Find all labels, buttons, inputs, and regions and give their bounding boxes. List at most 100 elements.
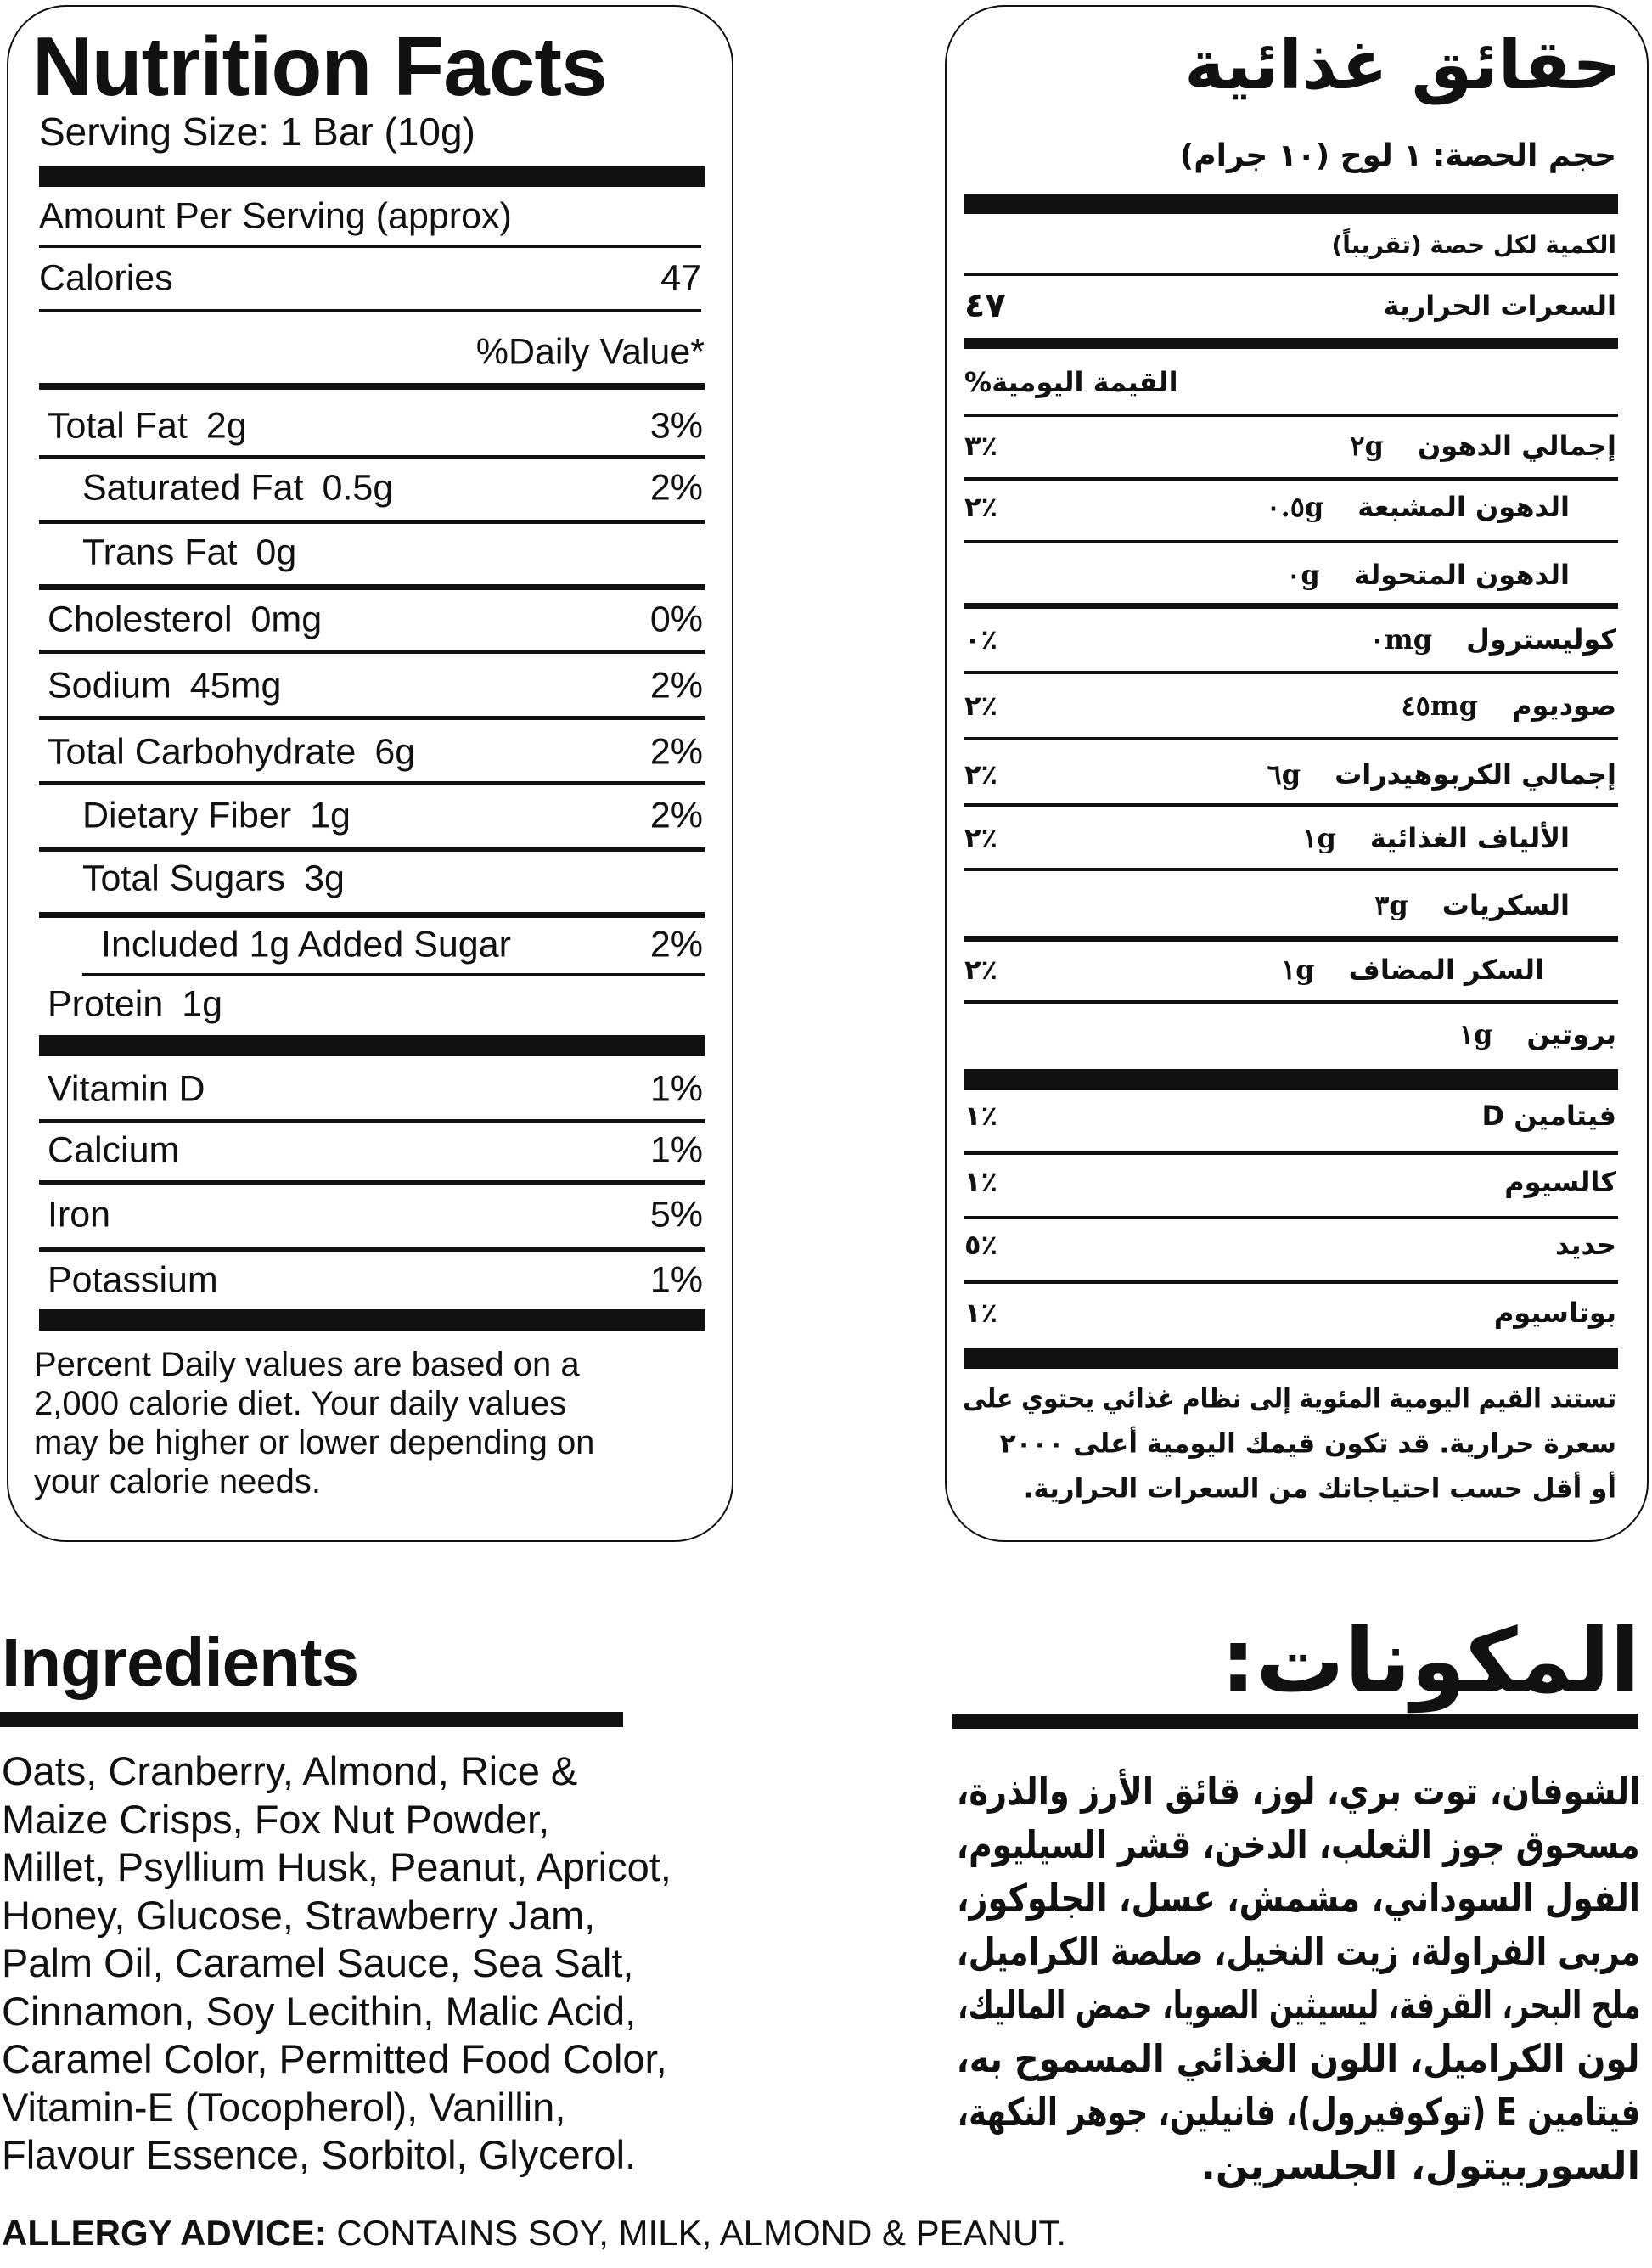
nutrition-facts-panel-arabic xyxy=(945,5,1649,1542)
ingredients-divider-arabic xyxy=(952,1714,1638,1729)
nutrient-amount-arabic: ٠g xyxy=(1286,559,1320,591)
nutrient-amount-arabic: ٤٥mg xyxy=(1401,689,1479,722)
ingredient-line-arabic: مسحوق جوز الثعلب، الدخن، قشر السيليوم، xyxy=(957,1822,1640,1867)
ingredients-title-arabic: المكونات: xyxy=(1220,1609,1640,1713)
nutrient-daily-value-arabic: ٢٪ xyxy=(964,689,998,722)
vitamin-daily-value: 1% xyxy=(649,1129,703,1171)
calories-value: 47 xyxy=(660,257,701,299)
nutrient-name: Included 1g Added Sugar xyxy=(101,924,511,965)
divider-line xyxy=(82,973,705,976)
ingredient-line: Honey, Glucose, Strawberry Jam, xyxy=(2,1892,596,1938)
ingredient-line-arabic: لون الكراميل، اللون الغذائي المسموح به، xyxy=(957,2036,1640,2081)
vitamin-daily-value: 5% xyxy=(649,1194,703,1235)
nutrient-name: Total Carbohydrate xyxy=(48,731,357,773)
nutrient-row-label: Total Sugars 3g xyxy=(82,860,345,898)
divider-line xyxy=(964,477,1618,481)
nutrient-name-arabic: صوديوم xyxy=(1512,689,1616,722)
nutrient-amount: 45mg xyxy=(189,665,282,706)
nutrient-name-arabic: كوليسترول xyxy=(1466,623,1616,656)
ingredients-list-arabic: الشوفان، توت بري، لوز، قائق الأرز والذرة… xyxy=(952,1764,1640,2192)
divider-line xyxy=(39,781,705,785)
nutrient-daily-value-arabic: ٢٪ xyxy=(964,758,998,791)
nutrient-amount: 0mg xyxy=(250,599,323,640)
divider-line xyxy=(39,245,701,248)
nutrient-row-label: Included 1g Added Sugar xyxy=(101,924,530,965)
nutrient-amount-arabic: ١g xyxy=(1281,954,1315,986)
allergy-label: ALLERGY ADVICE: xyxy=(2,2213,327,2253)
ingredient-line: Millet, Psyllium Husk, Peanut, Apricot, xyxy=(2,1844,671,1889)
ingredient-line-arabic: مربى الفراولة، زيت النخيل، صلصة الكراميل… xyxy=(956,1929,1640,1974)
nutrient-amount-arabic: ٠mg xyxy=(1369,623,1433,656)
thick-divider xyxy=(964,194,1618,214)
footnote-line: may be higher or lower depending on xyxy=(34,1424,595,1461)
nutrient-daily-value: 2% xyxy=(649,731,703,773)
nutrient-row-label: Trans Fat 0g xyxy=(82,532,297,573)
vitamin-daily-value-arabic: ١٪ xyxy=(964,1100,998,1132)
nutrient-daily-value: 0% xyxy=(649,599,703,640)
divider-line xyxy=(39,650,705,654)
vitamin-name: Vitamin D xyxy=(48,1068,205,1110)
nutrition-facts-panel-english xyxy=(7,5,733,1542)
ingredient-line-arabic: الشوفان، توت بري، لوز، قائق الأرز والذرة… xyxy=(956,1769,1640,1814)
nutrient-name: Cholesterol xyxy=(48,599,233,640)
ingredient-line: Vitamin-E (Tocopherol), Vanillin, xyxy=(2,2084,566,2130)
divider-line xyxy=(964,540,1618,543)
nutrient-name-arabic: بروتين xyxy=(1526,1018,1616,1050)
nutrient-row-arabic: الألياف الغذائية ١g xyxy=(1302,824,1570,852)
vitamin-name-arabic: كالسيوم xyxy=(1504,1166,1616,1198)
ingredients-title: Ingredients xyxy=(2,1624,359,1700)
nutrient-row-label: Total Carbohydrate 6g xyxy=(48,734,415,771)
nutrient-amount-arabic: ٦g xyxy=(1267,758,1301,791)
ingredients-list-english: Oats, Cranberry, Almond, Rice & Maize Cri… xyxy=(2,1747,706,2180)
nutrient-row-label: Saturated Fat 0.5g xyxy=(82,470,393,507)
ingredient-line: Cinnamon, Soy Lecithin, Malic Acid, xyxy=(2,1988,637,2034)
footnote-line-arabic: تستند القيم اليومية المئوية إلى نظام غذا… xyxy=(962,1383,1616,1415)
nutrient-name-arabic: إجمالي الدهون xyxy=(1417,430,1616,462)
divider-line xyxy=(39,1180,705,1185)
nutrient-row-label: Protein 1g xyxy=(48,986,222,1023)
footnote-line: your calorie needs. xyxy=(34,1463,321,1500)
ingredient-line: Oats, Cranberry, Almond, Rice & xyxy=(2,1748,578,1793)
divider-line xyxy=(39,584,705,590)
nutrient-row-arabic: صوديوم ٤٥mg xyxy=(1401,692,1616,719)
nutrient-name-arabic: السكريات xyxy=(1441,889,1570,921)
nutrient-row-label: Total Fat 2g xyxy=(48,408,247,445)
ingredients-divider xyxy=(0,1712,623,1727)
ingredient-line-arabic: فيتامين E (توكوفيرول)، فانيلين، جوهر الن… xyxy=(957,2090,1640,2135)
vitamin-name-arabic: فيتامين D xyxy=(1481,1100,1616,1132)
divider-line xyxy=(964,273,1618,276)
nutrient-daily-value: 2% xyxy=(649,924,703,965)
nutrient-amount-arabic: ١g xyxy=(1302,822,1336,854)
thick-divider xyxy=(39,383,705,390)
nutrient-row-label: Cholesterol 0mg xyxy=(48,599,323,640)
nutrient-row-arabic: السكريات ٣g xyxy=(1374,892,1570,919)
nutrient-name-arabic: الدهون المشبعة xyxy=(1357,491,1570,523)
divider-line xyxy=(39,309,701,312)
footnote-line: Percent Daily values are based on a xyxy=(34,1346,580,1383)
nutrient-daily-value: 2% xyxy=(649,467,703,509)
divider-line xyxy=(39,716,705,720)
vitamin-daily-value-arabic: ١٪ xyxy=(964,1297,998,1329)
vitamin-name: Potassium xyxy=(48,1259,218,1301)
nutrition-facts-title: Nutrition Facts xyxy=(32,20,607,113)
vitamin-daily-value: 1% xyxy=(649,1068,703,1110)
nutrient-amount: 0.5g xyxy=(322,467,394,509)
ingredient-line-arabic: السوربيتول، الجلسرين. xyxy=(1200,2143,1640,2188)
allergy-text: CONTAINS SOY, MILK, ALMOND & PEANUT. xyxy=(326,2213,1067,2253)
nutrient-amount: 0g xyxy=(256,532,297,573)
vitamin-name: Calcium xyxy=(48,1129,180,1171)
ingredient-line-arabic: ملح البحر، القرفة، ليسيثين الصويا، حمض ا… xyxy=(957,1983,1640,2028)
nutrient-amount-arabic: ٣g xyxy=(1374,889,1408,921)
nutrient-row-arabic: إجمالي الدهون ٢g xyxy=(1350,432,1616,459)
divider-line xyxy=(39,520,705,524)
daily-value-header-arabic: القيمة اليومية% xyxy=(964,366,1178,398)
divider-line xyxy=(964,671,1618,674)
thick-divider xyxy=(964,1348,1618,1369)
ingredient-line: Caramel Color, Permitted Food Color, xyxy=(2,2036,667,2081)
vitamin-name-arabic: بوتاسيوم xyxy=(1493,1297,1616,1329)
nutrient-daily-value: 2% xyxy=(649,665,703,706)
amount-per-serving-label: Amount Per Serving (approx) xyxy=(39,195,512,237)
ingredient-line: Maize Crisps, Fox Nut Powder, xyxy=(2,1796,550,1842)
nutrient-name: Trans Fat xyxy=(82,532,238,573)
nutrient-name: Total Fat xyxy=(48,405,188,447)
